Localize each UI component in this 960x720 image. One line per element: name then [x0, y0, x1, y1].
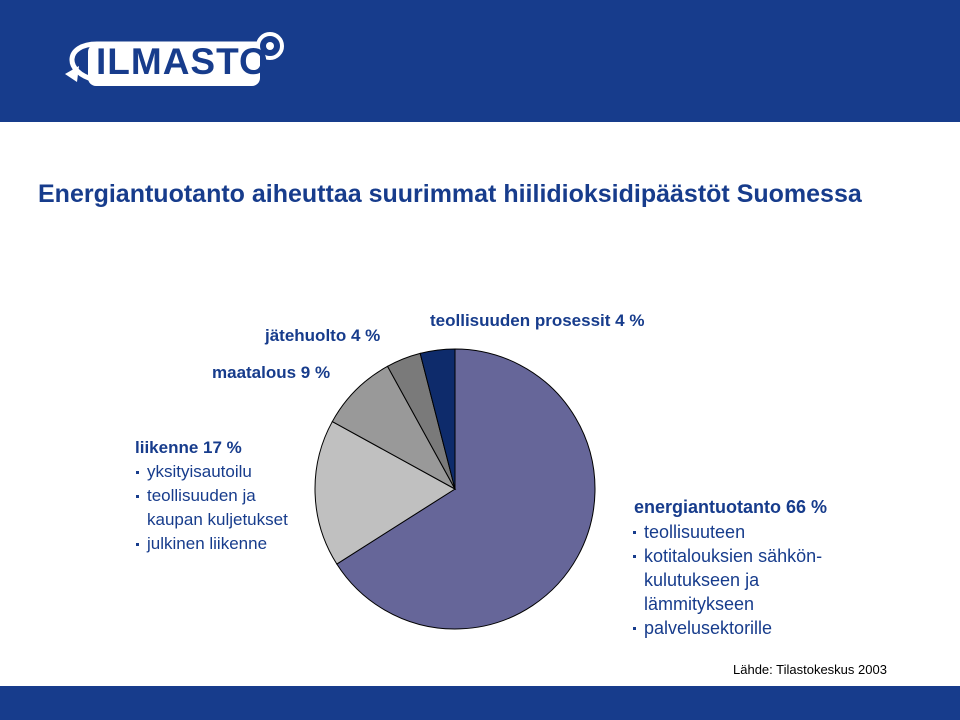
page-title: Energiantuotanto aiheuttaa suurimmat hii… — [38, 180, 862, 208]
pie-slice-teollisuuden-prosessit — [419, 348, 456, 490]
list-item: kulutukseen ja — [644, 570, 760, 590]
label-waste: jätehuolto 4 % — [265, 326, 381, 345]
label-agriculture: maatalous 9 % — [212, 363, 331, 382]
energy-list: teollisuuteen kotitalouksien sähkön- kul… — [632, 520, 822, 640]
source-note: Lähde: Tilastokeskus 2003 — [733, 662, 887, 677]
list-item: palvelusektorille — [632, 616, 822, 640]
list-item: teollisuuden ja — [135, 484, 288, 508]
list-item: kotitalouksien sähkön- — [632, 544, 822, 568]
list-item: kaupan kuljetukset — [147, 510, 288, 529]
list-item: teollisuuteen — [632, 520, 822, 544]
list-item: yksityisautoilu — [135, 460, 288, 484]
list-item: julkinen liikenne — [135, 532, 288, 556]
label-transport-heading: liikenne 17 % — [135, 438, 242, 457]
pie-slice-energiantuotanto — [336, 348, 596, 630]
label-energy-heading: energiantuotanto 66 % — [634, 497, 828, 517]
logo-box — [88, 44, 260, 86]
list-item: lämmitykseen — [644, 594, 755, 614]
pie-slice-maatalous — [331, 365, 457, 491]
transport-list: yksityisautoilu teollisuuden ja kaupan k… — [135, 460, 288, 556]
pie-slice-liikenne — [314, 420, 456, 565]
label-industry-process: teollisuuden prosessit 4 % — [430, 311, 645, 330]
logo-text: ILMASTO — [96, 41, 269, 82]
footer-bar — [0, 686, 960, 720]
